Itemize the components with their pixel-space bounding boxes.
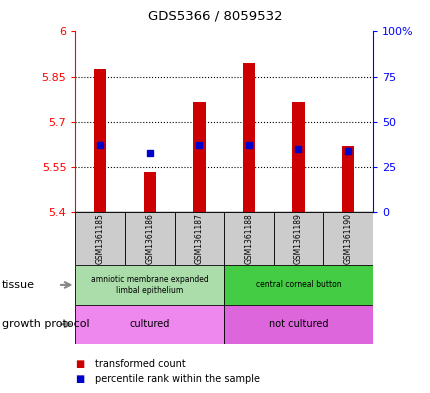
- Bar: [273, 212, 322, 265]
- Bar: [75, 212, 125, 265]
- Bar: [292, 102, 304, 212]
- Text: central corneal button: central corneal button: [255, 281, 341, 289]
- Bar: [322, 212, 372, 265]
- Bar: [75, 265, 224, 305]
- Bar: [174, 212, 224, 265]
- Text: percentile rank within the sample: percentile rank within the sample: [95, 374, 259, 384]
- Text: GSM1361189: GSM1361189: [293, 213, 302, 264]
- Text: GSM1361190: GSM1361190: [343, 213, 352, 264]
- Bar: [94, 69, 106, 212]
- Bar: [242, 63, 255, 212]
- Text: ■: ■: [75, 358, 84, 369]
- Text: ■: ■: [75, 374, 84, 384]
- Bar: [75, 305, 224, 344]
- Bar: [143, 171, 156, 212]
- Text: GSM1361186: GSM1361186: [145, 213, 154, 264]
- Text: GSM1361187: GSM1361187: [194, 213, 203, 264]
- Text: GSM1361185: GSM1361185: [95, 213, 104, 264]
- Text: cultured: cultured: [129, 319, 169, 329]
- Text: tissue: tissue: [2, 280, 35, 290]
- Bar: [224, 265, 372, 305]
- Bar: [125, 212, 174, 265]
- Bar: [341, 146, 353, 212]
- Bar: [224, 305, 372, 344]
- Text: GDS5366 / 8059532: GDS5366 / 8059532: [148, 10, 282, 23]
- Text: not cultured: not cultured: [268, 319, 328, 329]
- Bar: [224, 212, 273, 265]
- Text: transformed count: transformed count: [95, 358, 185, 369]
- Text: growth protocol: growth protocol: [2, 319, 89, 329]
- Text: GSM1361188: GSM1361188: [244, 213, 253, 264]
- Bar: [193, 102, 205, 212]
- Text: amniotic membrane expanded
limbal epithelium: amniotic membrane expanded limbal epithe…: [91, 275, 208, 295]
